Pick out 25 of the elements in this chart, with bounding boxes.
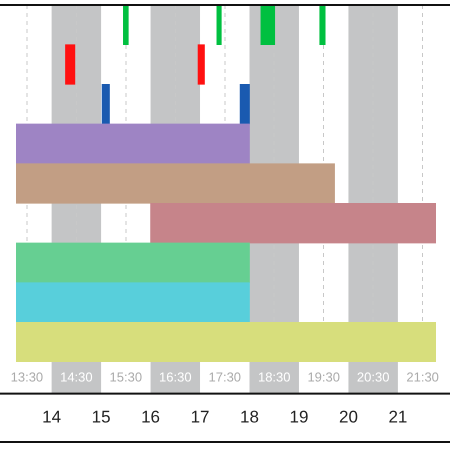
x-tick-label: 21 <box>388 407 408 426</box>
bar <box>260 5 276 45</box>
x2-tick-label: 15:30 <box>110 369 142 384</box>
x2-tick-label: 16:30 <box>159 369 192 384</box>
x-tick-label: 14 <box>42 407 62 426</box>
x-tick-label: 16 <box>141 407 160 426</box>
bar <box>16 282 250 323</box>
bar <box>150 203 436 244</box>
x-tick-label: 19 <box>290 407 308 426</box>
bar <box>16 124 250 164</box>
x2-tick-label: 21:30 <box>406 369 439 384</box>
x2-tick-label: 13:30 <box>10 369 44 384</box>
x2-tick-label: 17:30 <box>208 369 242 384</box>
x-tick-label: 15 <box>92 407 111 426</box>
x2-tick-label: 14:30 <box>60 369 93 384</box>
x-tick-label: 17 <box>190 407 210 426</box>
x2-tick-label: 20:30 <box>356 369 390 384</box>
x-tick-label: 20 <box>338 407 358 426</box>
bar <box>319 5 326 45</box>
bar <box>16 322 436 362</box>
x-tick-label: 18 <box>240 407 259 426</box>
x2-tick-label: 18:30 <box>258 369 291 384</box>
x2-tick-label: 19:30 <box>307 369 340 384</box>
bar <box>16 242 250 283</box>
bar <box>16 163 335 204</box>
